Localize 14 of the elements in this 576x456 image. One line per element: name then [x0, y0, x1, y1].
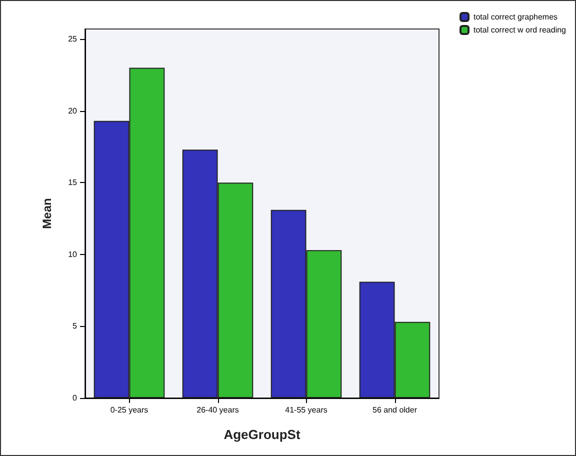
y-tick-label: 20 [68, 106, 78, 116]
legend-label: total correct w ord reading [474, 26, 566, 34]
legend-label: total correct graphemes [474, 12, 558, 22]
x-tick-label: 41-55 years [285, 406, 328, 414]
y-axis-title: Mean [40, 198, 54, 229]
y-tick-label: 15 [68, 178, 78, 188]
x-axis-title: AgeGroupSt [224, 427, 301, 442]
x-tick-label: 0-25 years [110, 406, 148, 414]
y-tick-label: 0 [72, 394, 78, 402]
x-tick-label: 56 and older [372, 406, 418, 414]
y-tick-label: 5 [72, 322, 78, 331]
x-tick-label: 26-40 years [196, 406, 239, 414]
y-tick-label: 25 [68, 34, 78, 44]
y-tick-label: 10 [68, 250, 78, 259]
